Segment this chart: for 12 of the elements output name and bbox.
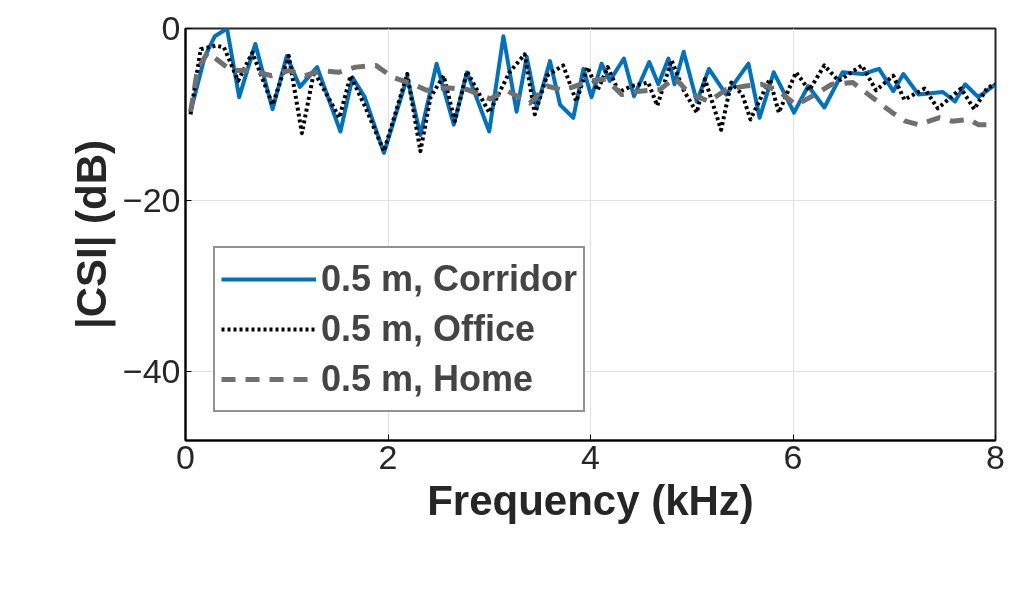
x-tick-label: 4 xyxy=(581,437,600,476)
x-tick-label: 8 xyxy=(986,437,1005,476)
legend-label: 0.5 m, Home xyxy=(321,357,534,401)
legend-label: 0.5 m, Office xyxy=(321,307,536,351)
y-tick-label: 0 xyxy=(161,9,181,47)
y-tick-label: −40 xyxy=(122,352,181,391)
x-axis-title: Frequency (kHz) xyxy=(427,476,754,524)
y-tick-label: −20 xyxy=(122,180,181,219)
x-tick-label: 2 xyxy=(378,437,398,476)
legend-label: 0.5 m, Corridor xyxy=(321,257,578,301)
x-tick-label: 6 xyxy=(783,437,803,476)
y-axis-title: |CSI| (dB) xyxy=(67,139,116,330)
